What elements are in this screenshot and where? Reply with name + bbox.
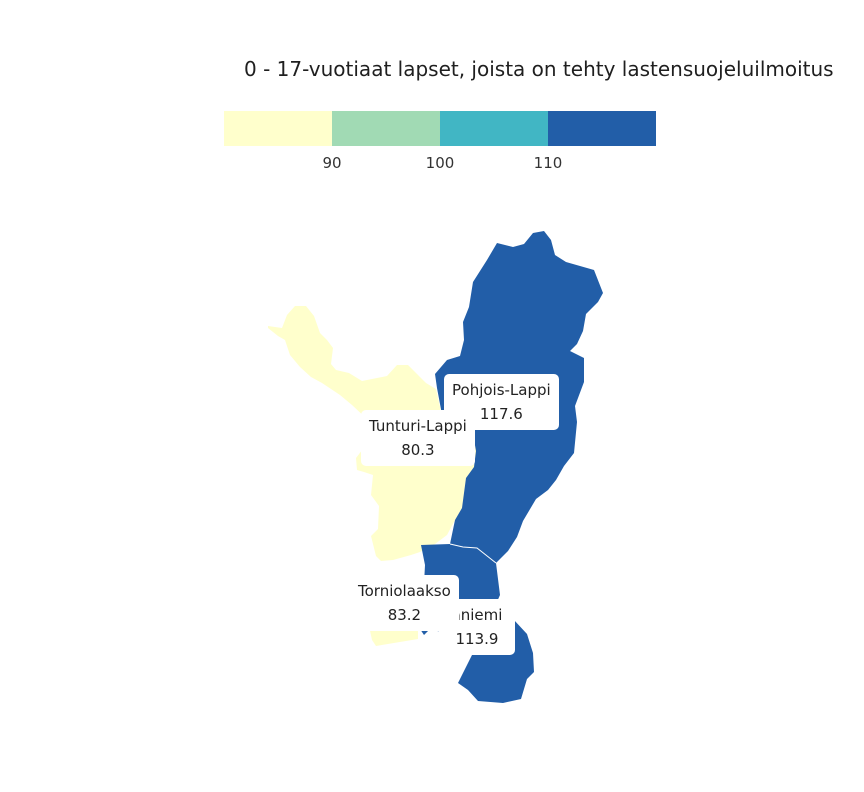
label-torniolaakso: Torniolaakso 83.2 xyxy=(350,575,459,631)
region-torniolaakso[interactable] xyxy=(369,626,418,646)
legend-tick-110: 110 xyxy=(533,154,563,172)
label-torniolaakso-name: Torniolaakso xyxy=(358,582,451,600)
label-pohjois-lappi-value: 117.6 xyxy=(479,405,523,423)
label-rovaniemi-value: 113.9 xyxy=(455,630,499,648)
label-torniolaakso-value: 83.2 xyxy=(387,606,422,624)
label-pohjois-lappi-name: Pohjois-Lappi xyxy=(452,381,551,399)
label-rovaniemi-name: aniemi xyxy=(451,606,503,624)
legend-tick-100: 100 xyxy=(425,154,455,172)
legend-swatch-2 xyxy=(332,111,440,146)
legend-swatch-4 xyxy=(548,111,656,146)
label-tunturi-lappi-name: Tunturi-Lappi xyxy=(369,417,467,435)
label-tunturi-lappi-value: 80.3 xyxy=(401,441,435,459)
legend-swatch-3 xyxy=(440,111,548,146)
region-boundary xyxy=(449,543,497,564)
label-tunturi-lappi: Tunturi-Lappi 80.3 xyxy=(361,410,475,466)
legend-tick-90: 90 xyxy=(322,154,342,172)
legend-swatch-1 xyxy=(224,111,332,146)
map-title: 0 - 17-vuotiaat lapset, joista on tehty … xyxy=(244,57,834,81)
legend-color-scale xyxy=(224,111,656,146)
